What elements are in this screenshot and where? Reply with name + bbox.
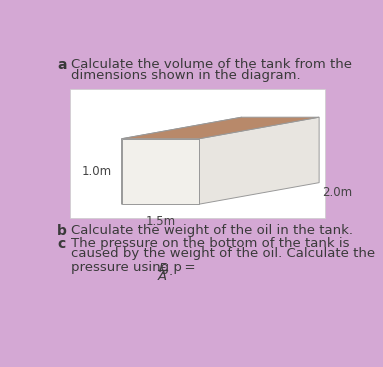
Text: caused by the weight of the oil. Calculate the: caused by the weight of the oil. Calcula… xyxy=(71,247,375,260)
Text: c: c xyxy=(57,237,65,251)
FancyBboxPatch shape xyxy=(70,89,325,218)
Text: .: . xyxy=(169,265,173,278)
Text: a: a xyxy=(57,58,67,72)
Text: Calculate the weight of the oil in the tank.: Calculate the weight of the oil in the t… xyxy=(71,224,353,237)
Text: A: A xyxy=(158,270,167,283)
Text: 1.5m: 1.5m xyxy=(145,215,175,228)
Text: The pressure on the bottom of the tank is: The pressure on the bottom of the tank i… xyxy=(71,237,350,250)
Text: pressure using p =: pressure using p = xyxy=(71,261,196,274)
Text: 2.0m: 2.0m xyxy=(322,186,352,200)
Polygon shape xyxy=(199,117,319,204)
Polygon shape xyxy=(121,139,199,204)
Text: F: F xyxy=(159,262,166,275)
Polygon shape xyxy=(121,117,242,204)
Text: dimensions shown in the diagram.: dimensions shown in the diagram. xyxy=(71,69,301,82)
Polygon shape xyxy=(121,117,319,139)
Text: Calculate the volume of the tank from the: Calculate the volume of the tank from th… xyxy=(71,58,352,71)
Text: b: b xyxy=(57,224,67,238)
Text: 1.0m: 1.0m xyxy=(82,165,112,178)
